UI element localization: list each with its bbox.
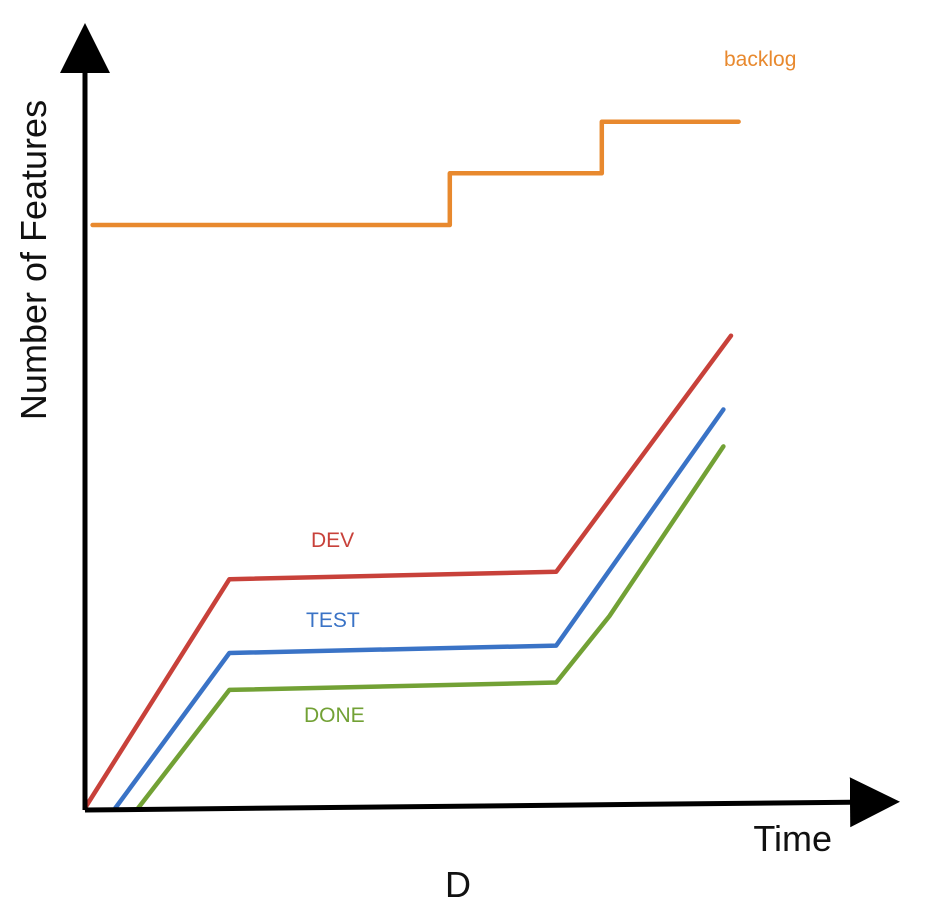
series-label-test: TEST [306,609,360,632]
series-line-backlog [90,119,741,228]
x-axis [84,777,900,828]
series-label-backlog: backlog [724,48,796,71]
chart-caption: D [445,864,471,905]
x-axis-title: Time [753,818,832,859]
series-line-done [135,444,726,811]
y-axis-title: Number of Features [13,100,54,420]
series-label-dev: DEV [311,529,354,552]
series-label-done: DONE [304,704,365,727]
series-line-test [113,407,726,811]
series-line-dev [82,333,734,811]
series-lines [82,119,741,811]
